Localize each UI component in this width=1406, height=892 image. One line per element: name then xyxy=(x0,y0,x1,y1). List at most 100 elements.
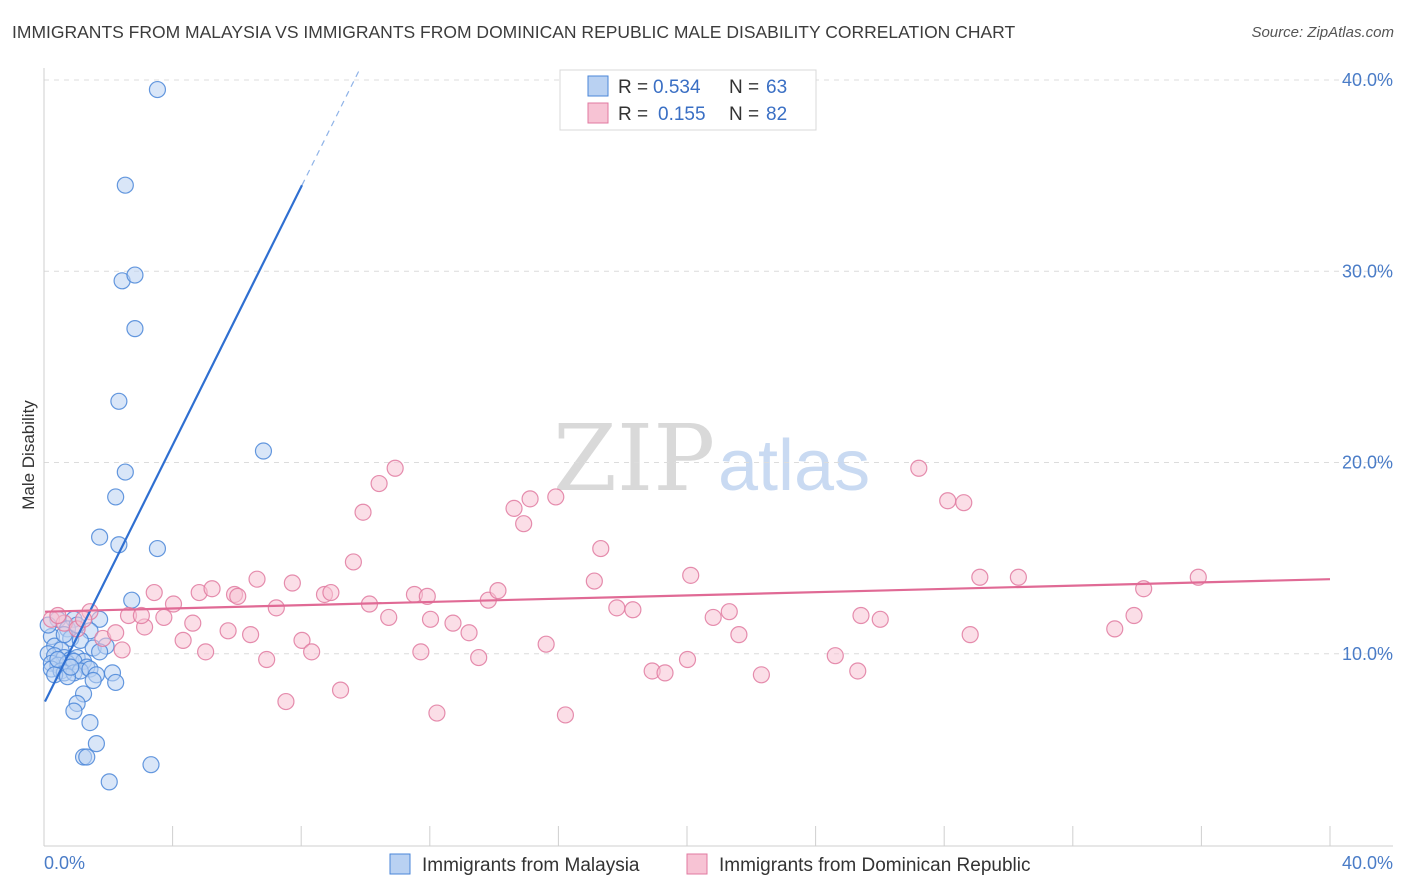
legend-n-value-malaysia: 63 xyxy=(766,77,787,98)
watermark: ZIP atlas xyxy=(553,405,870,512)
point-0-4 xyxy=(126,320,144,338)
point-1-34 xyxy=(386,459,404,477)
point-0-11 xyxy=(148,539,167,558)
point-1-69 xyxy=(961,626,979,644)
point-0-1 xyxy=(116,176,134,194)
point-1-47 xyxy=(537,635,555,653)
point-1-12 xyxy=(184,614,202,632)
x-tick-label-1: 40.0% xyxy=(1342,853,1393,873)
point-1-79 xyxy=(229,587,247,605)
point-1-32 xyxy=(370,474,388,493)
point-1-53 xyxy=(624,601,642,619)
point-1-59 xyxy=(730,626,748,644)
point-0-6 xyxy=(254,442,273,460)
point-1-5 xyxy=(107,624,125,642)
point-1-46 xyxy=(515,515,533,533)
point-1-41 xyxy=(470,648,488,667)
legend-n-label-malaysia: N = xyxy=(729,77,759,98)
point-0-10 xyxy=(110,536,128,554)
point-0-47 xyxy=(107,673,125,692)
watermark-atlas: atlas xyxy=(718,426,870,506)
point-1-49 xyxy=(556,706,575,724)
y-tick-label-0: 10.0% xyxy=(1342,644,1393,664)
point-1-27 xyxy=(322,583,340,602)
axes xyxy=(43,68,1393,847)
trend-lines xyxy=(44,68,1331,703)
legend-n-value-dominican: 82 xyxy=(766,104,787,125)
point-0-8 xyxy=(107,488,125,506)
legend-swatch-malaysia xyxy=(587,75,609,97)
point-1-19 xyxy=(248,570,266,588)
point-1-57 xyxy=(704,608,722,627)
point-1-62 xyxy=(849,662,867,680)
point-1-48 xyxy=(547,488,565,506)
legend-r-label-dominican: R = xyxy=(618,104,648,125)
point-1-24 xyxy=(293,631,311,649)
point-1-33 xyxy=(380,608,398,627)
point-0-0 xyxy=(148,80,167,99)
point-1-58 xyxy=(720,603,738,621)
point-0-5 xyxy=(110,392,128,410)
point-1-18 xyxy=(242,626,260,644)
point-1-43 xyxy=(489,582,507,600)
point-1-51 xyxy=(592,539,610,558)
point-1-64 xyxy=(871,610,889,628)
point-0-9 xyxy=(91,528,109,546)
point-1-40 xyxy=(460,624,478,642)
point-0-3 xyxy=(126,266,144,284)
point-1-14 xyxy=(197,643,215,661)
point-1-39 xyxy=(444,614,462,632)
point-1-36 xyxy=(412,643,430,661)
point-1-44 xyxy=(505,499,523,517)
bottom-legend-swatch-malaysia xyxy=(389,853,411,875)
bottom-legend: Immigrants from Malaysia Immigrants from… xyxy=(389,853,1031,876)
point-0-54 xyxy=(78,748,96,766)
point-1-78 xyxy=(132,606,150,625)
bottom-legend-swatch-dominican xyxy=(686,853,708,875)
point-1-30 xyxy=(354,503,372,521)
legend-r-value-malaysia: 0.534 xyxy=(653,77,701,98)
point-1-50 xyxy=(585,572,603,590)
point-1-15 xyxy=(203,580,221,598)
point-1-71 xyxy=(1106,620,1124,638)
trend-line-dominican xyxy=(44,578,1331,613)
point-0-56 xyxy=(100,773,118,791)
point-1-20 xyxy=(258,650,276,669)
point-1-52 xyxy=(608,599,626,617)
point-0-50 xyxy=(65,702,83,720)
point-1-22 xyxy=(277,692,295,711)
point-0-52 xyxy=(87,735,106,753)
bottom-legend-label-dominican: Immigrants from Dominican Republic xyxy=(719,855,1031,876)
point-1-8 xyxy=(145,583,163,602)
legend-r-value-dominican: 0.155 xyxy=(658,104,706,125)
point-1-29 xyxy=(344,553,362,571)
point-1-28 xyxy=(331,681,350,699)
y-tick-label-3: 40.0% xyxy=(1342,70,1393,90)
y-tick-label-2: 30.0% xyxy=(1342,261,1393,281)
x-tick-label-0: 0.0% xyxy=(44,853,85,873)
point-1-56 xyxy=(678,650,697,669)
y-tick-labels: 10.0% 20.0% 30.0% 40.0% xyxy=(1342,70,1393,664)
bottom-legend-label-malaysia: Immigrants from Malaysia xyxy=(422,855,640,876)
legend-swatch-dominican xyxy=(587,102,609,124)
y-tick-label-1: 20.0% xyxy=(1342,453,1393,473)
point-1-55 xyxy=(656,664,674,682)
point-0-46 xyxy=(84,671,102,690)
point-1-75 xyxy=(49,606,67,625)
chart-title: IMMIGRANTS FROM MALAYSIA VS IMMIGRANTS F… xyxy=(12,22,1016,42)
point-1-16 xyxy=(219,622,237,640)
legend-r-label-malaysia: R = xyxy=(618,77,648,98)
point-0-7 xyxy=(116,463,134,481)
point-1-63 xyxy=(852,606,870,625)
point-1-61 xyxy=(826,647,844,665)
point-1-70 xyxy=(1009,568,1027,586)
trend-line-malaysia xyxy=(44,184,303,703)
chart-source: Source: ZipAtlas.com xyxy=(1251,24,1394,41)
legend-box: R = 0.534 N = 63 R = 0.155 N = 82 xyxy=(559,69,817,131)
point-1-77 xyxy=(113,641,131,659)
point-1-37 xyxy=(418,587,436,605)
watermark-zip: ZIP xyxy=(553,405,715,512)
point-1-25 xyxy=(303,643,321,661)
point-0-51 xyxy=(81,713,99,732)
point-1-74 xyxy=(1189,568,1207,586)
